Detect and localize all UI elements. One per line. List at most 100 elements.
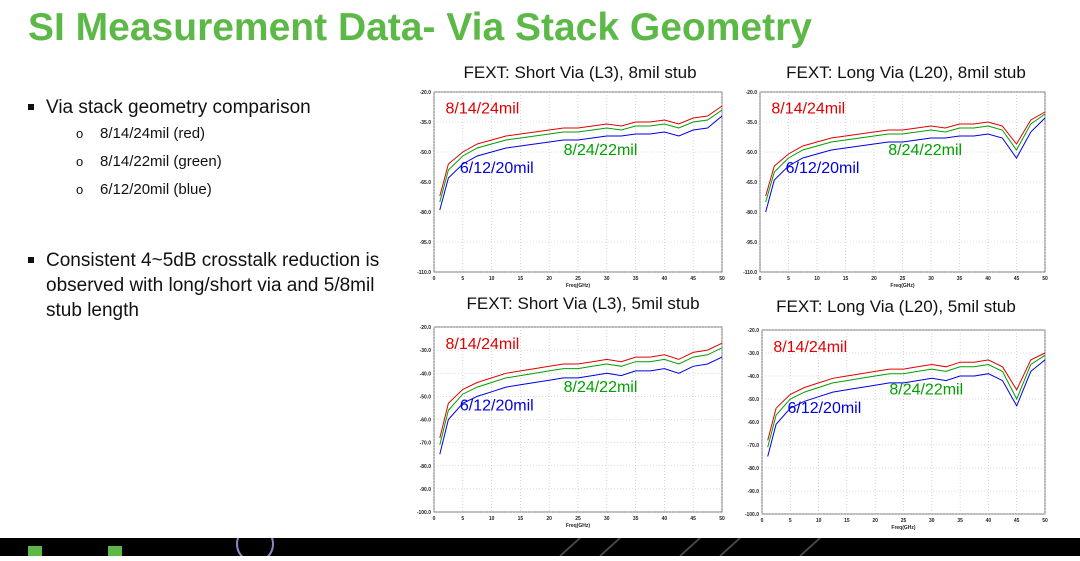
x-tick-label: 50 — [1042, 276, 1048, 282]
y-tick-label: -20.0 — [420, 90, 432, 96]
y-tick-label: -80.0 — [746, 210, 758, 216]
x-tick-label: 0 — [759, 276, 762, 282]
x-tick-label: 5 — [789, 518, 792, 524]
series-label: 6/12/20mil — [787, 400, 861, 417]
x-tick-label: 40 — [662, 516, 668, 522]
x-tick-label: 0 — [761, 518, 764, 524]
x-axis-label: Freq(GHz) — [891, 525, 916, 531]
y-tick-label: -35.0 — [746, 120, 758, 126]
y-tick-label: -70.0 — [748, 443, 760, 449]
x-tick-label: 20 — [546, 276, 552, 282]
y-tick-label: -110.0 — [417, 270, 431, 276]
x-tick-label: 50 — [719, 516, 725, 522]
y-tick-label: -65.0 — [420, 180, 432, 186]
series-line — [439, 115, 723, 211]
series-line — [439, 356, 723, 455]
sub-bullet: 6/12/20mil (blue) — [28, 176, 388, 204]
y-tick-label: -40.0 — [748, 374, 760, 380]
series-line — [765, 113, 1046, 203]
series-line — [767, 359, 1046, 457]
y-tick-label: -35.0 — [420, 120, 432, 126]
y-tick-label: -50.0 — [748, 397, 760, 403]
x-tick-label: 45 — [690, 276, 696, 282]
y-tick-label: -50.0 — [420, 394, 432, 400]
x-tick-label: 35 — [957, 518, 963, 524]
x-tick-label: 0 — [433, 516, 436, 522]
x-tick-label: 35 — [633, 276, 639, 282]
series-label: 6/12/20mil — [460, 397, 534, 414]
series-line — [439, 347, 723, 446]
x-tick-label: 45 — [1014, 518, 1020, 524]
x-tick-label: 20 — [546, 516, 552, 522]
x-tick-label: 50 — [719, 276, 725, 282]
x-tick-label: 0 — [433, 276, 436, 282]
x-tick-label: 10 — [814, 276, 820, 282]
x-tick-label: 40 — [985, 276, 991, 282]
bullet: Consistent 4~5dB crosstalk reduction is … — [28, 248, 388, 323]
x-tick-label: 25 — [575, 276, 581, 282]
series-line — [439, 105, 723, 197]
x-tick-label: 5 — [787, 276, 790, 282]
series-line — [767, 352, 1046, 441]
chart-title: FEXT: Long Via (L20), 5mil stub — [776, 297, 1016, 316]
charts: FEXT: Short Via (L3), 8mil stub -20.0 -35.… — [417, 63, 1048, 531]
x-tick-label: 10 — [489, 276, 495, 282]
chart-title: FEXT: Long Via (L20), 8mil stub — [786, 63, 1026, 82]
series-label: 6/12/20mil — [786, 160, 860, 177]
series-label: 8/24/22mil — [888, 142, 962, 159]
y-tick-label: -40.0 — [420, 371, 432, 377]
x-axis-label: Freq(GHz) — [566, 523, 591, 529]
x-tick-label: 15 — [844, 518, 850, 524]
y-tick-label: -100.0 — [417, 510, 431, 516]
series-line — [767, 354, 1046, 448]
series-label: 6/12/20mil — [460, 160, 534, 177]
x-tick-label: 20 — [872, 518, 878, 524]
bullet: Via stack geometry comparison — [28, 95, 388, 120]
x-tick-label: 45 — [1014, 276, 1020, 282]
x-tick-label: 30 — [604, 516, 610, 522]
x-axis-label: Freq(GHz) — [566, 283, 591, 289]
y-tick-label: -95.0 — [746, 240, 758, 246]
y-tick-label: -30.0 — [420, 348, 432, 354]
y-tick-label: -20.0 — [420, 325, 432, 331]
x-tick-label: 30 — [604, 276, 610, 282]
x-tick-label: 25 — [900, 276, 906, 282]
x-tick-label: 35 — [957, 276, 963, 282]
footer-bar — [0, 525, 1080, 561]
sub-bullet: 8/14/22mil (green) — [28, 148, 388, 176]
slide-title: SI Measurement Data- Via Stack Geometry — [28, 6, 812, 49]
x-tick-label: 40 — [986, 518, 992, 524]
series-line — [765, 111, 1046, 197]
x-tick-label: 20 — [871, 276, 877, 282]
x-tick-label: 5 — [461, 276, 464, 282]
y-tick-label: -80.0 — [748, 466, 760, 472]
x-tick-label: 25 — [901, 518, 907, 524]
x-tick-label: 10 — [489, 516, 495, 522]
y-tick-label: -80.0 — [420, 210, 432, 216]
y-tick-label: -50.0 — [420, 150, 432, 156]
x-tick-label: 50 — [1042, 518, 1048, 524]
x-axis-label: Freq(GHz) — [890, 283, 915, 289]
x-tick-label: 15 — [518, 516, 524, 522]
x-tick-label: 45 — [690, 516, 696, 522]
footer-decor — [28, 525, 821, 561]
x-tick-label: 35 — [633, 516, 639, 522]
series-label: 8/14/24mil — [446, 101, 520, 118]
x-tick-label: 15 — [518, 276, 524, 282]
y-tick-label: -30.0 — [748, 351, 760, 357]
y-tick-label: -95.0 — [420, 240, 432, 246]
series-label: 8/14/24mil — [771, 101, 845, 118]
chart-title: FEXT: Short Via (L3), 5mil stub — [466, 294, 699, 313]
series-line — [765, 117, 1046, 213]
x-tick-label: 30 — [928, 276, 934, 282]
y-tick-label: -100.0 — [745, 512, 759, 518]
series-label: 8/14/24mil — [773, 339, 847, 356]
sub-bullet: 8/14/24mil (red) — [28, 120, 388, 148]
series-line — [439, 342, 723, 439]
y-tick-label: -90.0 — [420, 487, 432, 493]
y-tick-label: -20.0 — [748, 328, 760, 334]
x-tick-label: 5 — [461, 516, 464, 522]
x-tick-label: 25 — [575, 516, 581, 522]
y-tick-label: -60.0 — [420, 418, 432, 424]
